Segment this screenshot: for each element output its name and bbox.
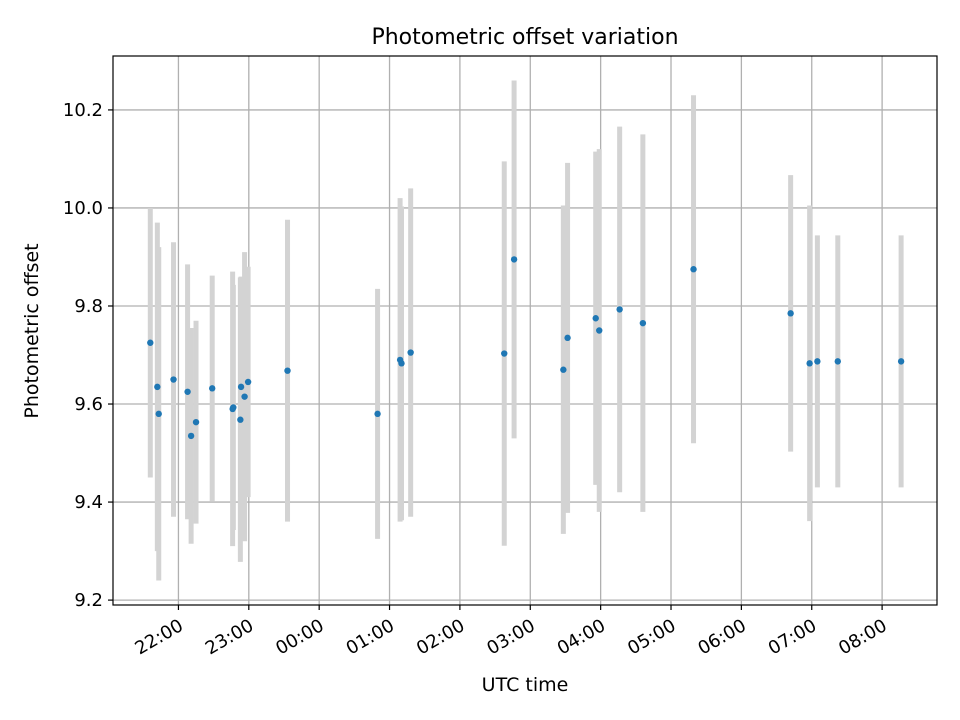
data-point (284, 367, 291, 374)
data-point (501, 350, 508, 357)
data-point (616, 306, 623, 313)
data-point (237, 416, 244, 423)
data-point (690, 266, 697, 273)
data-point (187, 432, 195, 440)
y-tick-label: 9.4 (74, 492, 103, 513)
y-tick-label: 9.6 (74, 394, 103, 415)
data-point (560, 366, 567, 373)
data-point (806, 360, 813, 367)
data-point (170, 376, 177, 383)
y-tick-label: 9.8 (74, 296, 103, 317)
x-axis-label: UTC time (482, 674, 569, 696)
data-point (241, 393, 248, 400)
data-point (510, 256, 518, 263)
data-point (834, 358, 841, 365)
data-point (787, 310, 794, 317)
data-point (897, 358, 905, 365)
data-point (596, 327, 603, 334)
y-axis-label: Photometric offset (21, 243, 43, 418)
data-point (244, 378, 252, 386)
plot-area-frame (112, 55, 938, 606)
data-point (184, 388, 191, 395)
data-point (192, 418, 200, 426)
data-point (564, 334, 571, 342)
data-point (154, 383, 161, 391)
data-point (209, 385, 216, 392)
data-point (592, 315, 599, 322)
data-point (639, 319, 647, 327)
data-points (147, 256, 905, 440)
data-point (230, 404, 237, 411)
y-tick-label: 9.2 (74, 590, 103, 611)
data-point (237, 383, 245, 391)
data-point (155, 410, 162, 418)
data-point (374, 410, 381, 418)
data-point (814, 358, 821, 365)
data-point (147, 339, 154, 346)
data-point (407, 349, 414, 356)
chart-title: Photometric offset variation (371, 25, 678, 50)
data-point (398, 360, 405, 367)
y-tick-label: 10.2 (63, 100, 103, 121)
y-tick-label: 10.0 (63, 198, 103, 219)
